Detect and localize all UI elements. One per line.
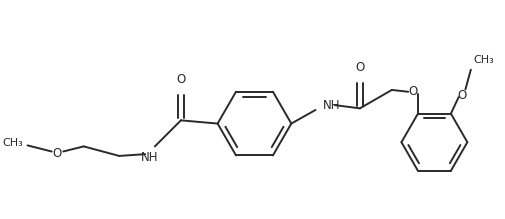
Text: NH: NH — [323, 99, 340, 112]
Text: O: O — [408, 85, 417, 98]
Text: NH: NH — [141, 151, 159, 164]
Text: O: O — [53, 147, 62, 160]
Text: O: O — [176, 73, 185, 87]
Text: CH₃: CH₃ — [473, 55, 493, 65]
Text: O: O — [355, 61, 364, 74]
Text: O: O — [456, 89, 465, 102]
Text: CH₃: CH₃ — [2, 138, 23, 148]
